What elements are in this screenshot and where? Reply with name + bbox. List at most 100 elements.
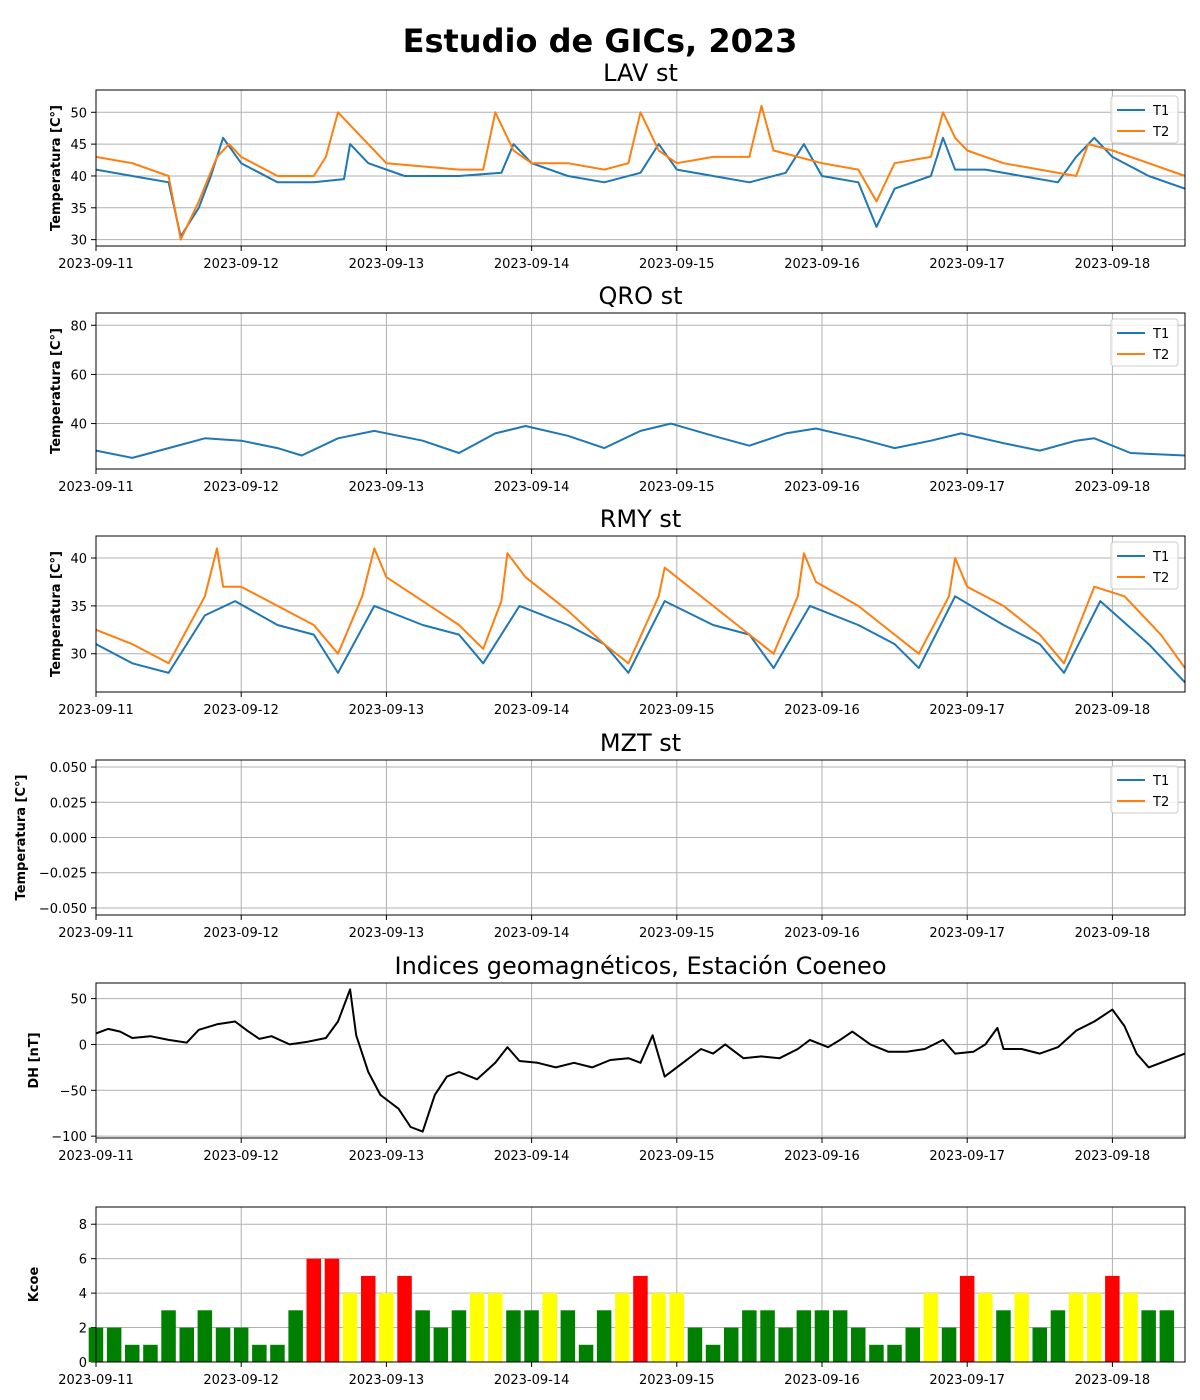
- y-tick-label: 40: [70, 170, 87, 185]
- kcoe-bar: [851, 1327, 866, 1362]
- kcoe-bar: [469, 1293, 485, 1362]
- kcoe-bar: [905, 1327, 920, 1362]
- legend-label-T1: T1: [1152, 774, 1169, 789]
- series-line-T1: [95, 595, 1186, 684]
- x-tick-label: 2023-09-14: [494, 480, 570, 495]
- kcoe-bar: [252, 1344, 267, 1362]
- kcoe-bar: [596, 1310, 612, 1362]
- kcoe-bar: [379, 1293, 394, 1362]
- x-tick-label: 2023-09-18: [1075, 257, 1151, 272]
- x-tick-label: 2023-09-14: [494, 926, 570, 941]
- kcoe-bar: [233, 1327, 249, 1362]
- x-tick-label: 2023-09-16: [784, 257, 860, 272]
- kcoe-bar: [996, 1310, 1011, 1362]
- y-tick-label: −100: [51, 1130, 87, 1145]
- kcoe-bar: [615, 1293, 630, 1362]
- y-tick-label: 0.050: [50, 761, 87, 776]
- y-tick-label: 40: [70, 552, 87, 567]
- y-tick-label: −0.025: [39, 867, 87, 882]
- x-tick-label: 2023-09-12: [203, 257, 279, 272]
- y-axis-label: Temperatura [C°]: [14, 775, 29, 901]
- x-tick-label: 2023-09-15: [639, 1373, 715, 1388]
- legend-label-T2: T2: [1152, 795, 1169, 810]
- x-tick-label: 2023-09-15: [639, 1149, 715, 1164]
- kcoe-bar: [306, 1258, 321, 1362]
- y-tick-label: 30: [70, 648, 87, 663]
- x-tick-label: 2023-09-17: [929, 703, 1005, 718]
- kcoe-bar: [506, 1310, 521, 1362]
- kcoe-bar: [361, 1275, 376, 1362]
- x-tick-label: 2023-09-12: [203, 926, 279, 941]
- x-tick-label: 2023-09-14: [494, 1373, 570, 1388]
- kcoe-bar: [687, 1327, 703, 1362]
- y-tick-label: 60: [70, 368, 87, 383]
- x-tick-label: 2023-09-18: [1075, 480, 1151, 495]
- chart-panel-3: 2023-09-11 2023-09-12 2023-09-13 2023-09-14…: [49, 505, 1186, 718]
- y-tick-label: 8: [79, 1218, 87, 1233]
- x-tick-label: 2023-09-11: [58, 1149, 134, 1164]
- axes-frame: [95, 759, 1186, 916]
- chart-panel-6: 2023-09-11 2023-09-12 2023-09-13 2023-09-14…: [27, 1206, 1186, 1388]
- y-tick-label: 35: [70, 600, 87, 615]
- x-tick-label: 2023-09-13: [349, 480, 425, 495]
- kcoe-bar: [143, 1344, 158, 1362]
- y-axis-label: Temperatura [C°]: [49, 328, 64, 454]
- series-line-T2: [95, 104, 1186, 241]
- x-tick-label: 2023-09-18: [1075, 1149, 1151, 1164]
- kcoe-bar: [923, 1293, 939, 1362]
- y-tick-label: 0.025: [50, 796, 87, 811]
- x-tick-label: 2023-09-13: [349, 1149, 425, 1164]
- x-tick-label: 2023-09-11: [58, 257, 134, 272]
- x-tick-label: 2023-09-16: [784, 1373, 860, 1388]
- x-tick-label: 2023-09-11: [58, 703, 134, 718]
- x-tick-label: 2023-09-13: [349, 926, 425, 941]
- kcoe-bar: [179, 1327, 194, 1362]
- x-tick-label: 2023-09-11: [58, 926, 134, 941]
- kcoe-bar: [324, 1258, 340, 1362]
- kcoe-bar: [288, 1310, 303, 1362]
- kcoe-bar: [1014, 1293, 1029, 1362]
- kcoe-bar: [1159, 1310, 1175, 1362]
- y-tick-label: 0: [79, 1356, 87, 1371]
- kcoe-bar: [742, 1310, 757, 1362]
- y-tick-label: 4: [79, 1287, 87, 1302]
- x-tick-label: 2023-09-11: [58, 1373, 134, 1388]
- x-tick-label: 2023-09-11: [58, 480, 134, 495]
- legend-label-T2: T2: [1152, 571, 1169, 586]
- chart-title: LAV st: [603, 59, 678, 87]
- legend-label-T2: T2: [1152, 348, 1169, 363]
- x-tick-label: 2023-09-12: [203, 480, 279, 495]
- legend-label-T2: T2: [1152, 125, 1169, 140]
- kcoe-bar: [978, 1293, 993, 1362]
- x-tick-label: 2023-09-18: [1075, 703, 1151, 718]
- kcoe-bar: [887, 1344, 902, 1362]
- x-tick-label: 2023-09-17: [929, 257, 1005, 272]
- kcoe-bar: [451, 1310, 467, 1362]
- y-tick-label: −50: [60, 1084, 87, 1099]
- x-tick-label: 2023-09-15: [639, 480, 715, 495]
- series-line-T1: [95, 136, 1186, 238]
- x-tick-label: 2023-09-18: [1075, 926, 1151, 941]
- kcoe-bar: [578, 1344, 594, 1362]
- kcoe-bar: [125, 1344, 140, 1362]
- legend-label-T1: T1: [1152, 104, 1169, 119]
- kcoe-bar: [1141, 1310, 1156, 1362]
- series-line-T2: [95, 547, 1186, 669]
- kcoe-bar: [397, 1275, 412, 1362]
- x-tick-label: 2023-09-12: [203, 1149, 279, 1164]
- kcoe-bar: [415, 1310, 430, 1362]
- y-tick-label: 0: [79, 1038, 87, 1053]
- y-tick-label: 50: [70, 106, 87, 121]
- y-tick-label: 2: [79, 1322, 87, 1337]
- kcoe-bar: [1087, 1293, 1102, 1362]
- x-tick-label: 2023-09-16: [784, 926, 860, 941]
- kcoe-bar: [197, 1310, 213, 1362]
- x-tick-label: 2023-09-17: [929, 1149, 1005, 1164]
- x-tick-label: 2023-09-13: [349, 703, 425, 718]
- x-tick-label: 2023-09-16: [784, 703, 860, 718]
- kcoe-bar: [724, 1327, 739, 1362]
- x-tick-label: 2023-09-14: [494, 257, 570, 272]
- kcoe-bar: [778, 1327, 793, 1362]
